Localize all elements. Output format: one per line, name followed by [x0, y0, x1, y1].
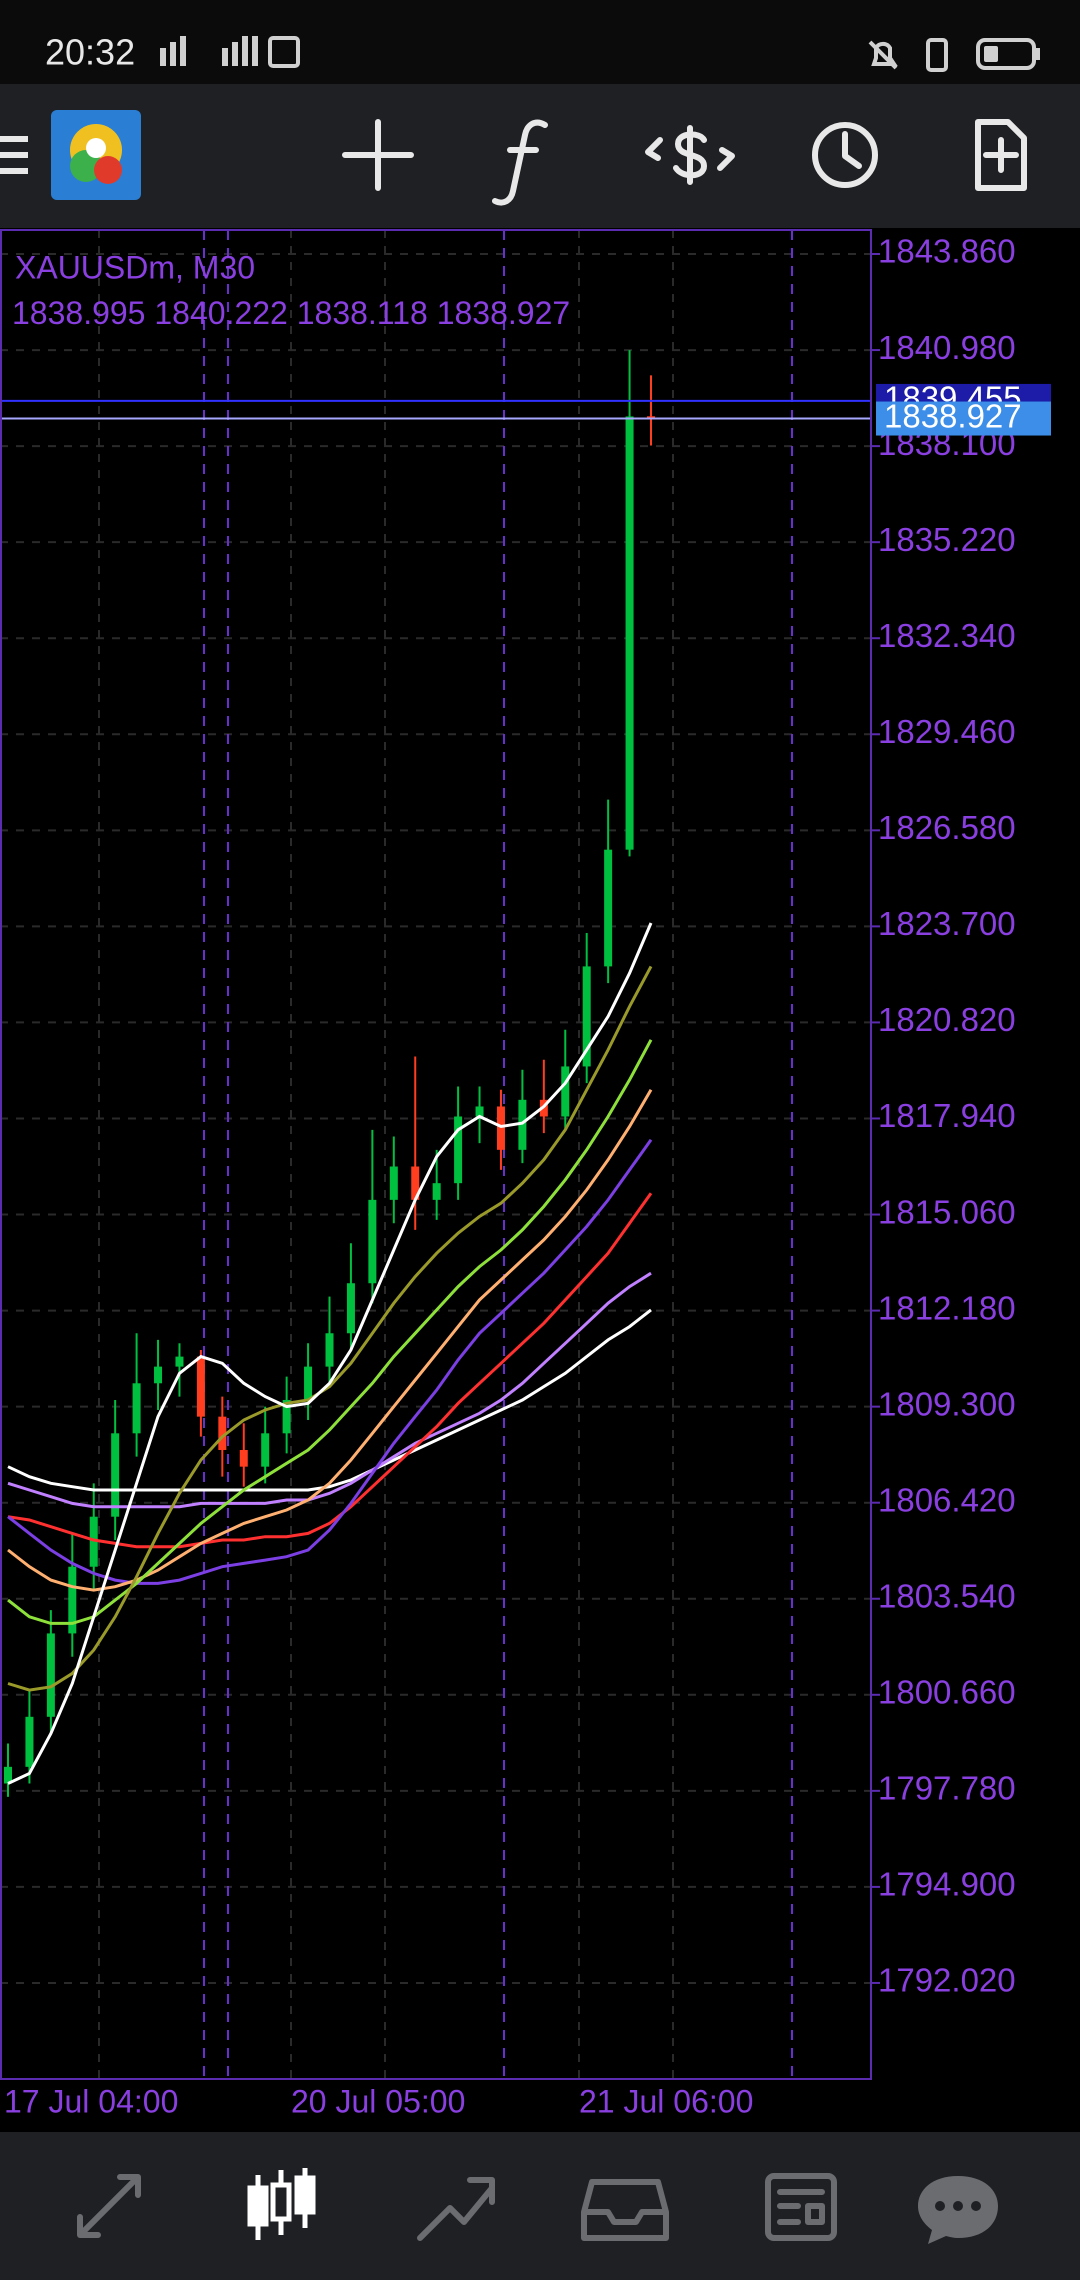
candle-body [154, 1366, 163, 1384]
candle-body [132, 1383, 141, 1434]
y-tick-label: 1840.980 [878, 329, 1016, 366]
y-tick-label: 1806.420 [878, 1481, 1016, 1518]
bid-label: 1838.927 [884, 397, 1022, 434]
candle-body [346, 1283, 355, 1334]
y-tick-label: 1815.060 [878, 1193, 1016, 1230]
indicators-button[interactable] [492, 119, 548, 206]
ohlc-value: 1838.927 [437, 295, 570, 331]
y-tick-label: 1803.540 [878, 1577, 1016, 1614]
chat-tab[interactable] [918, 2176, 998, 2244]
symbol-label: XAUUSDm, M30 [15, 249, 255, 285]
candle-body [89, 1516, 98, 1567]
candle-body [432, 1183, 441, 1200]
candle-body [25, 1716, 34, 1767]
x-tick-label: 20 Jul 05:00 [291, 2083, 465, 2119]
moving-average [7, 1039, 653, 1625]
candle-body [325, 1333, 334, 1367]
ohlc-value: 1838.995 [12, 295, 145, 331]
candle-body [368, 1199, 377, 1284]
toolbar [0, 84, 1080, 228]
y-tick-label: 1832.340 [878, 617, 1016, 654]
history-tab[interactable] [581, 2179, 669, 2241]
candle-body [218, 1416, 227, 1450]
ohlc-value: 1840.222 [154, 295, 287, 331]
new-order-button[interactable] [975, 119, 1027, 191]
ohlc-value: 1838.118 [297, 295, 428, 331]
status-bar [0, 0, 1080, 84]
candle-body [68, 1566, 77, 1634]
y-tick-label: 1792.020 [878, 1962, 1016, 1999]
bottom-nav [0, 2132, 1080, 2280]
quotes-tab[interactable] [77, 2174, 141, 2238]
trade-button[interactable] [645, 125, 735, 185]
candle-body [389, 1166, 398, 1200]
candle-body [261, 1433, 270, 1467]
candle-body [411, 1166, 420, 1200]
candle-body [282, 1399, 291, 1434]
vertical-grid [98, 230, 793, 2079]
candle-body [46, 1633, 55, 1717]
battery-icon [868, 38, 1040, 72]
moving-average [7, 1192, 653, 1549]
menu-button[interactable] [0, 136, 28, 174]
status-time: 20:32 [45, 32, 135, 73]
chart-tab[interactable] [247, 2168, 316, 2240]
news-tab[interactable] [765, 2173, 837, 2241]
candle-body [518, 1099, 527, 1150]
candle-body [625, 416, 634, 850]
candle-body [454, 1116, 463, 1184]
trade-tab[interactable] [417, 2177, 495, 2241]
ohlc-label: 1838.995 1840.222 1838.118 1838.927 [12, 295, 570, 331]
crosshair-button[interactable] [342, 119, 414, 191]
moving-average [7, 922, 653, 1785]
moving-average [7, 1089, 653, 1592]
x-tick-label: 21 Jul 06:00 [579, 2083, 753, 2119]
moving-average [7, 1271, 652, 1509]
y-tick-label: 1829.460 [878, 713, 1016, 750]
y-tick-label: 1809.300 [878, 1385, 1016, 1422]
y-tick-label: 1823.700 [878, 905, 1016, 942]
plot [0, 350, 872, 1797]
signal-icons [160, 36, 300, 68]
candle-body [239, 1449, 248, 1467]
y-tick-label: 1835.220 [878, 521, 1016, 558]
y-tick-label: 1843.860 [878, 233, 1016, 270]
moving-average [7, 1308, 652, 1492]
chart-border [0, 229, 872, 2080]
moving-average [7, 965, 653, 1692]
candle-body [561, 1066, 570, 1117]
candle-body [582, 966, 591, 1067]
candle-body [304, 1366, 313, 1400]
candle-body [496, 1106, 505, 1150]
y-tick-label: 1797.780 [878, 1770, 1016, 1807]
candle-body [647, 416, 655, 419]
candle-body [4, 1766, 12, 1784]
bid-tag [876, 401, 1051, 436]
y-tick-label: 1812.180 [878, 1289, 1016, 1326]
time-axis: 17 Jul 04:00 20 Jul 05:00 21 Jul 06:00 [4, 2083, 753, 2119]
price-axis: 1843.8601840.9801838.1001835.2201832.340… [872, 233, 1051, 1999]
y-tick-label: 1817.940 [878, 1097, 1016, 1134]
y-tick-label: 1820.820 [878, 1001, 1016, 1038]
candle-body [475, 1106, 484, 1117]
candle-body [111, 1433, 120, 1517]
timeframe-button[interactable] [812, 122, 878, 188]
app-icon[interactable] [51, 110, 141, 200]
x-tick-label: 17 Jul 04:00 [4, 2083, 178, 2119]
grid [0, 253, 872, 1984]
moving-average [7, 1138, 653, 1585]
y-tick-label: 1826.580 [878, 809, 1016, 846]
y-tick-label: 1800.660 [878, 1674, 1016, 1711]
candle-body [196, 1356, 205, 1417]
candle-body [604, 849, 613, 967]
candle-body [175, 1356, 184, 1367]
y-tick-label: 1794.900 [878, 1866, 1016, 1903]
